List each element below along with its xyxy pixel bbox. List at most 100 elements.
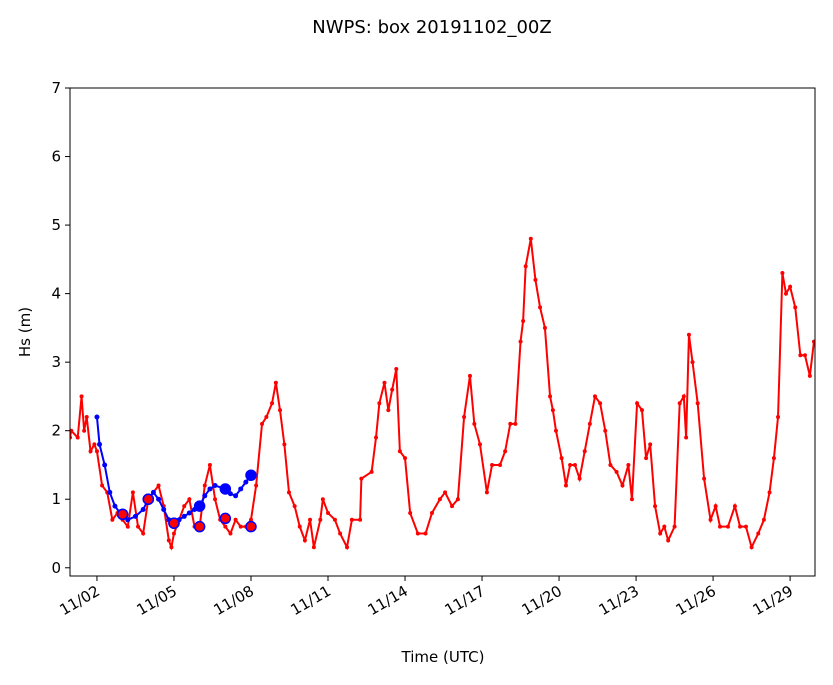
data-point [394, 367, 399, 372]
data-point [626, 462, 631, 467]
data-point [725, 524, 730, 529]
data-point [477, 442, 482, 447]
data-point [297, 524, 302, 529]
data-point [107, 489, 113, 495]
data-point [783, 291, 788, 296]
data-point [467, 373, 472, 378]
data-point [397, 449, 402, 454]
data-point [130, 490, 135, 495]
data-point [408, 510, 413, 515]
data-point [94, 414, 100, 420]
data-point [732, 504, 737, 509]
data-point [695, 401, 700, 406]
data-point [166, 538, 171, 543]
data-point [97, 441, 103, 447]
data-point [662, 524, 667, 529]
data-point [738, 524, 743, 529]
data-point [603, 428, 608, 433]
data-point [563, 483, 568, 488]
data-point [749, 545, 754, 550]
y-tick-label: 4 [51, 285, 61, 303]
data-point [345, 545, 350, 550]
data-point [358, 517, 363, 522]
data-point [193, 500, 206, 512]
data-point [161, 507, 167, 513]
data-point [318, 517, 323, 522]
data-point [472, 421, 477, 426]
data-point [202, 483, 207, 488]
data-point [377, 401, 382, 406]
chart-title: NWPS: box 20191102_00Z [312, 17, 551, 38]
data-point [761, 517, 766, 522]
data-point [94, 449, 99, 454]
data-point [568, 462, 573, 467]
data-point [443, 490, 448, 495]
data-point [708, 517, 713, 522]
data-point [171, 531, 176, 536]
data-point [270, 401, 275, 406]
data-point [219, 483, 232, 495]
data-point [156, 496, 162, 502]
data-point [186, 510, 192, 516]
data-point [771, 456, 776, 461]
data-point [273, 380, 278, 385]
data-point [136, 524, 141, 529]
data-point [359, 476, 364, 481]
data-point [648, 442, 653, 447]
data-point [254, 483, 259, 488]
x-tick-label: 11/02 [57, 582, 103, 619]
data-point [415, 531, 420, 536]
x-tick-label: 11/14 [365, 582, 411, 619]
data-point [780, 271, 785, 276]
data-point [202, 493, 208, 499]
data-point [684, 435, 689, 440]
data-point [793, 305, 798, 310]
data-point [666, 538, 671, 543]
data-point [614, 469, 619, 474]
data-point [238, 524, 243, 529]
data-point [142, 493, 155, 505]
data-point [382, 380, 387, 385]
data-point [639, 408, 644, 413]
data-point [326, 510, 331, 515]
data-point [437, 497, 442, 502]
data-point [598, 401, 603, 406]
y-tick-label: 3 [51, 353, 61, 371]
data-point [559, 456, 564, 461]
data-point [538, 305, 543, 310]
x-tick-label: 11/17 [442, 582, 488, 619]
data-point [681, 394, 686, 399]
y-tick-label: 0 [51, 559, 61, 577]
data-point [658, 531, 663, 536]
data-point [84, 414, 89, 419]
data-point [100, 483, 105, 488]
data-point [79, 394, 84, 399]
data-point [644, 456, 649, 461]
data-point [213, 497, 218, 502]
data-point [223, 524, 228, 529]
data-point [233, 517, 238, 522]
data-point [503, 449, 508, 454]
data-point [582, 449, 587, 454]
data-point [802, 353, 807, 358]
data-point [332, 517, 337, 522]
data-point [82, 428, 87, 433]
data-point [690, 360, 695, 365]
data-point [369, 469, 374, 474]
data-point [110, 517, 115, 522]
series-line [95, 416, 252, 525]
data-point [542, 325, 547, 330]
data-point [311, 545, 316, 550]
data-point [635, 401, 640, 406]
data-point [116, 508, 129, 521]
data-point [513, 421, 518, 426]
data-point [156, 483, 161, 488]
data-point [308, 517, 313, 522]
data-point [228, 531, 233, 536]
data-point [490, 462, 495, 467]
data-point [219, 512, 232, 525]
data-point [550, 408, 555, 413]
data-point [718, 524, 723, 529]
data-point [629, 497, 634, 502]
